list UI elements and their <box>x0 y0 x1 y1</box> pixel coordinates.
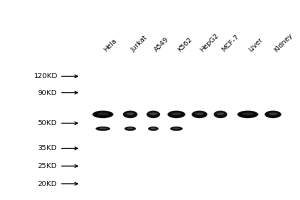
Ellipse shape <box>96 127 110 131</box>
Text: HepG2: HepG2 <box>200 32 220 53</box>
Text: K562: K562 <box>176 36 193 53</box>
Ellipse shape <box>92 111 113 118</box>
Text: Liver: Liver <box>248 37 264 53</box>
Text: 25KD: 25KD <box>38 163 57 169</box>
Ellipse shape <box>124 127 136 131</box>
Ellipse shape <box>127 128 134 129</box>
Text: A549: A549 <box>153 36 170 53</box>
Text: Jurkat: Jurkat <box>130 34 149 53</box>
Ellipse shape <box>170 127 183 131</box>
Ellipse shape <box>167 111 185 118</box>
Ellipse shape <box>149 112 157 115</box>
Text: 35KD: 35KD <box>38 145 57 151</box>
Ellipse shape <box>99 128 107 129</box>
Ellipse shape <box>265 111 281 118</box>
Ellipse shape <box>217 112 224 115</box>
Ellipse shape <box>242 112 254 115</box>
Ellipse shape <box>237 111 258 118</box>
Ellipse shape <box>123 111 138 118</box>
Text: Kidney: Kidney <box>273 32 294 53</box>
Text: 90KD: 90KD <box>38 90 57 96</box>
Ellipse shape <box>173 128 180 129</box>
Text: Hela: Hela <box>103 38 118 53</box>
Text: 120KD: 120KD <box>33 73 57 79</box>
Text: MCF-7: MCF-7 <box>220 33 240 53</box>
Ellipse shape <box>97 112 109 115</box>
Ellipse shape <box>268 112 278 115</box>
Ellipse shape <box>126 112 134 115</box>
Ellipse shape <box>214 111 227 118</box>
Text: 50KD: 50KD <box>38 120 57 126</box>
Ellipse shape <box>172 112 181 115</box>
Ellipse shape <box>146 111 160 118</box>
Ellipse shape <box>195 112 204 115</box>
Ellipse shape <box>148 127 159 131</box>
Text: 20KD: 20KD <box>38 181 57 187</box>
Ellipse shape <box>192 111 207 118</box>
Ellipse shape <box>150 128 156 129</box>
